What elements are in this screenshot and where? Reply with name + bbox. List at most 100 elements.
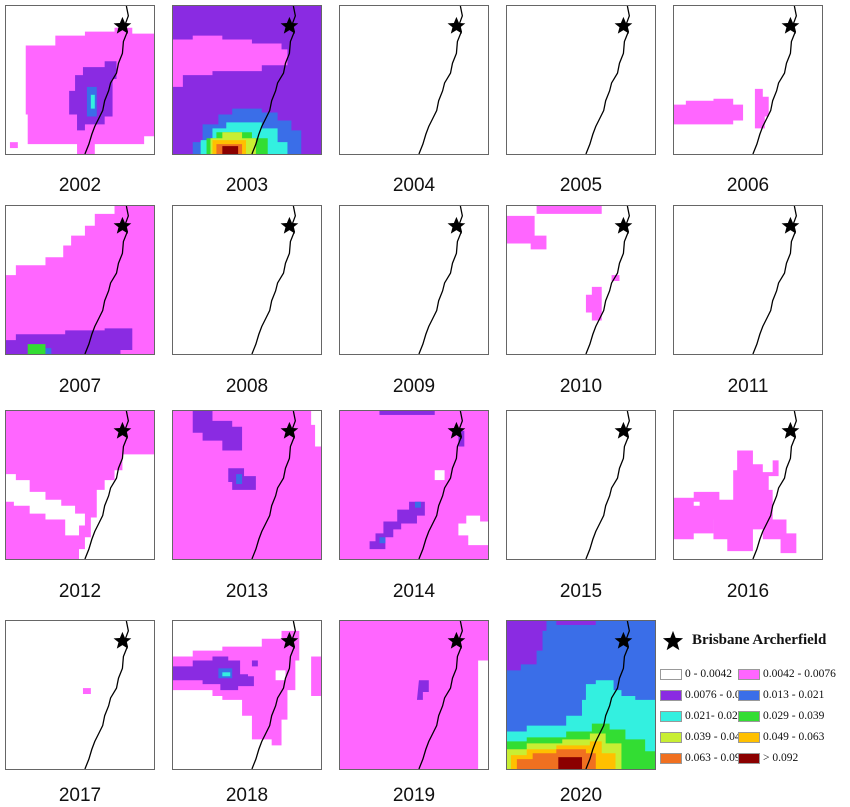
map-panel-2017 bbox=[5, 620, 155, 770]
legend-item-3: 0.013 - 0.021 bbox=[738, 689, 824, 701]
star-icon bbox=[662, 630, 684, 651]
raster-0.0042-0.0076 bbox=[9, 142, 18, 149]
station-star-icon bbox=[113, 421, 132, 439]
map-2017 bbox=[82, 621, 132, 769]
map-panel-2005 bbox=[506, 5, 656, 155]
raster-0.013-0.021 bbox=[414, 501, 421, 508]
legend-item-4: 0.021- 0.029 bbox=[660, 710, 743, 722]
raster-0.0042-0.0076 bbox=[340, 621, 488, 769]
legend-item-0: 0 - 0.0042 bbox=[660, 668, 732, 680]
legend-swatch-0 bbox=[660, 668, 682, 680]
raster-0.0042-0.0076 bbox=[674, 98, 744, 125]
map-panel-2010 bbox=[506, 205, 656, 355]
map-panel-2008 bbox=[172, 205, 322, 355]
year-label-2003: 2003 bbox=[225, 175, 269, 196]
raster-0.013-0.021 bbox=[379, 537, 386, 544]
map-panel-2013 bbox=[172, 410, 322, 560]
year-label-2010: 2010 bbox=[559, 376, 603, 397]
station-star-icon bbox=[614, 421, 633, 439]
raster-0.0042-0.0076 bbox=[674, 450, 797, 559]
raster-0.0076-0.013 bbox=[251, 660, 258, 667]
map-panel-2014 bbox=[339, 410, 489, 560]
station-star-icon bbox=[113, 216, 132, 234]
map-2005 bbox=[585, 6, 633, 154]
map-panel-2009 bbox=[339, 205, 489, 355]
map-2006 bbox=[674, 6, 800, 154]
station-star-icon bbox=[781, 216, 800, 234]
year-label-2007: 2007 bbox=[58, 376, 102, 397]
legend-swatch-7 bbox=[738, 731, 760, 743]
map-2013 bbox=[173, 411, 321, 559]
raster-0.0042-0.0076 bbox=[611, 275, 620, 281]
raster-0.013-0.021 bbox=[45, 348, 52, 354]
map-panel-2018 bbox=[172, 620, 322, 770]
year-label-2016: 2016 bbox=[726, 581, 770, 602]
raster-0.0042-0.0076 bbox=[754, 88, 769, 129]
raster-0.0042-0.0076 bbox=[507, 206, 602, 214]
station-star-icon bbox=[781, 16, 800, 34]
map-panel-2007 bbox=[5, 205, 155, 355]
year-label-2012: 2012 bbox=[58, 581, 102, 602]
raster-0-0.0042 bbox=[434, 470, 445, 481]
raster-0.0076-0.013 bbox=[369, 501, 425, 550]
legend-swatch-4 bbox=[660, 710, 682, 722]
map-2009 bbox=[418, 206, 466, 354]
legend-swatch-9 bbox=[738, 752, 760, 764]
year-label-2013: 2013 bbox=[225, 581, 269, 602]
legend-label-3: 0.013 - 0.021 bbox=[763, 689, 825, 701]
legend-swatch-3 bbox=[738, 689, 760, 701]
map-2004 bbox=[418, 6, 466, 154]
raster-0.021-0.029 bbox=[222, 672, 231, 677]
legend-label-7: 0.049 - 0.063 bbox=[763, 731, 825, 743]
map-2012 bbox=[6, 411, 154, 559]
raster-0.0042-0.0076 bbox=[340, 411, 488, 559]
raster-0.0076-0.013 bbox=[379, 411, 435, 415]
year-label-2015: 2015 bbox=[559, 581, 603, 602]
raster-gt-0.092 bbox=[558, 757, 582, 769]
year-label-2017: 2017 bbox=[58, 785, 102, 806]
map-2018 bbox=[173, 621, 321, 769]
year-label-2005: 2005 bbox=[559, 175, 603, 196]
station-star-icon bbox=[614, 16, 633, 34]
legend-swatch-5 bbox=[738, 710, 760, 722]
raster-gt-0.092 bbox=[222, 146, 239, 154]
year-label-2014: 2014 bbox=[392, 581, 436, 602]
station-star-icon bbox=[447, 216, 466, 234]
map-panel-2011 bbox=[673, 205, 823, 355]
raster-0.0076-0.013 bbox=[507, 621, 547, 671]
map-2014 bbox=[340, 411, 488, 559]
station-star-icon bbox=[781, 421, 800, 439]
map-2008 bbox=[251, 206, 299, 354]
legend-swatch-1 bbox=[738, 668, 760, 680]
map-panel-2012 bbox=[5, 410, 155, 560]
year-label-2018: 2018 bbox=[225, 785, 269, 806]
raster-0-0.0042 bbox=[79, 454, 154, 559]
year-label-2011: 2011 bbox=[727, 376, 769, 397]
raster-0.0042-0.0076 bbox=[6, 206, 154, 354]
legend-station-label: Brisbane Archerfield bbox=[692, 632, 827, 648]
legend-item-2: 0.0076 - 0.013 bbox=[660, 689, 752, 701]
year-label-2004: 2004 bbox=[392, 175, 436, 196]
raster-0.029-0.039 bbox=[27, 344, 46, 354]
legend-label-8: 0.063 - 0.092 bbox=[685, 752, 747, 764]
legend-item-8: 0.063 - 0.092 bbox=[660, 752, 746, 764]
raster-0-0.0042 bbox=[275, 670, 286, 681]
legend-item-7: 0.049 - 0.063 bbox=[738, 731, 824, 743]
map-2002 bbox=[9, 6, 154, 154]
legend-swatch-8 bbox=[660, 752, 682, 764]
raster-0.0076-0.013 bbox=[173, 656, 248, 691]
station-star-icon bbox=[113, 631, 132, 649]
map-2011 bbox=[752, 206, 800, 354]
map-panel-2002 bbox=[5, 5, 155, 155]
year-label-2002: 2002 bbox=[58, 175, 102, 196]
map-2016 bbox=[674, 411, 800, 559]
station-star-icon bbox=[280, 216, 299, 234]
legend-label-6: 0.039 - 0.049 bbox=[685, 731, 747, 743]
legend-item-9: > 0.092 bbox=[738, 752, 798, 764]
station-star-icon bbox=[614, 631, 633, 649]
station-star-icon bbox=[113, 16, 132, 34]
station-star-icon bbox=[614, 216, 633, 234]
legend-swatch-2 bbox=[660, 689, 682, 701]
station-star-icon bbox=[280, 16, 299, 34]
year-label-2019: 2019 bbox=[392, 785, 436, 806]
